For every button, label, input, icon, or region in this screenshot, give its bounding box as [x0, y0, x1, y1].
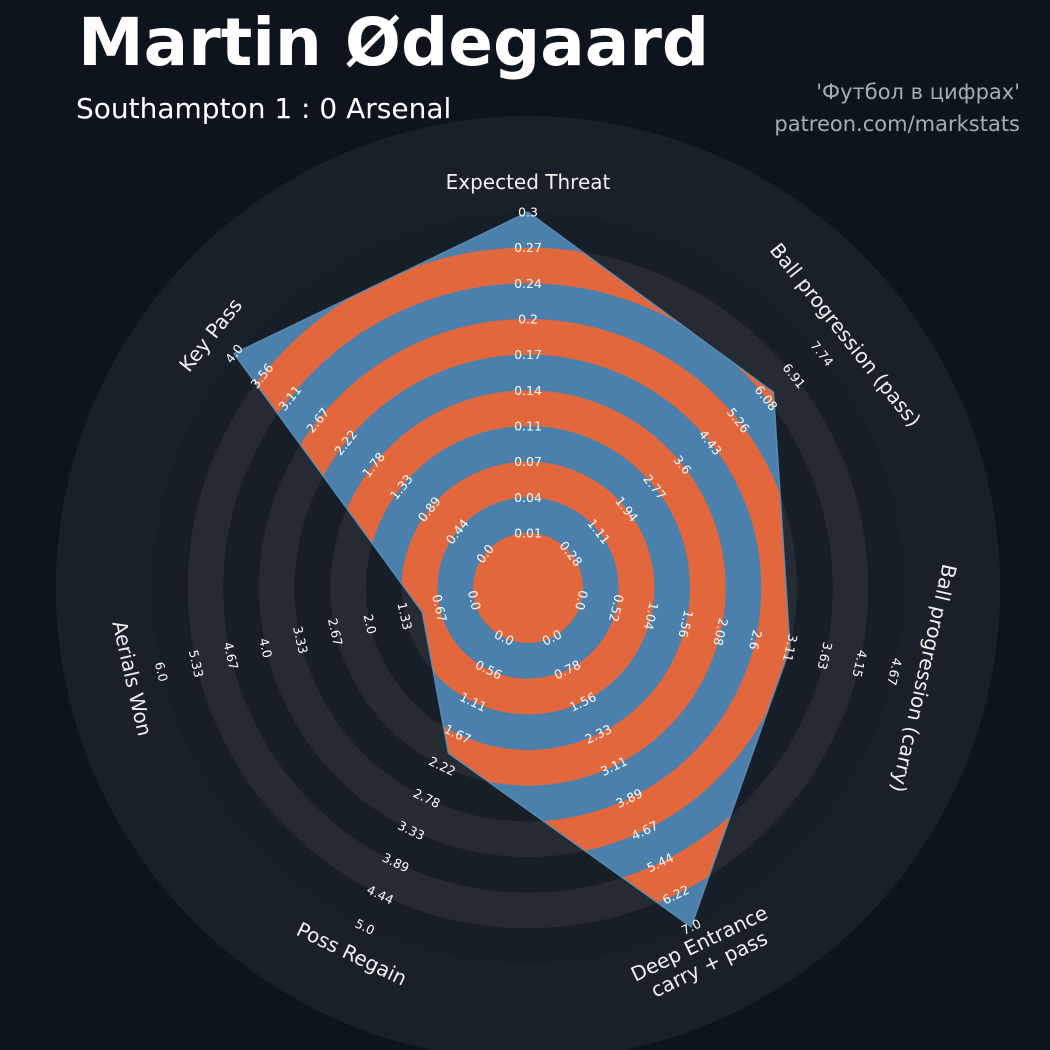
- tick-label: 1.04: [641, 601, 662, 632]
- tick-label: 1.33: [394, 601, 415, 631]
- credit-block: 'Футбол в цифрах' patreon.com/markstats: [774, 76, 1020, 140]
- axis-label: Expected Threat: [446, 170, 611, 194]
- tick-label: 4.0: [256, 637, 275, 660]
- tick-label: 0.67: [429, 593, 450, 623]
- tick-label: 0.17: [514, 347, 542, 362]
- radar-polygon: [232, 211, 791, 928]
- tick-label: 0.24: [514, 276, 542, 291]
- tick-label: 0.0: [465, 589, 484, 612]
- page-title: Martin Ødegaard: [78, 4, 710, 81]
- tick-label: 0.3: [518, 205, 538, 220]
- tick-label: 0.04: [514, 490, 542, 505]
- credit-url: patreon.com/markstats: [774, 112, 1020, 136]
- tick-label: 2.6: [746, 629, 765, 652]
- tick-label: 0.07: [514, 454, 542, 469]
- tick-label: 0.0: [572, 589, 591, 612]
- tick-label: 0.14: [514, 383, 542, 398]
- tick-label: 0.27: [514, 240, 542, 255]
- tick-label: 0.11: [514, 419, 542, 434]
- tick-label: 3.33: [290, 625, 311, 655]
- match-score-subtitle: Southampton 1 : 0 Arsenal: [76, 92, 452, 125]
- tick-label: 0.01: [514, 526, 542, 541]
- tick-label: 2.08: [710, 617, 731, 648]
- tick-label: 2.0: [361, 613, 380, 636]
- radar-polygon-edge: [232, 211, 791, 928]
- tick-label: 5.33: [186, 648, 207, 678]
- tick-label: 4.67: [884, 656, 905, 686]
- tick-label: 1.56: [675, 609, 696, 640]
- tick-label: 0.2: [518, 312, 538, 327]
- tick-label: 3.63: [815, 641, 836, 671]
- tick-label: 4.15: [849, 648, 870, 678]
- credit-brand: 'Футбол в цифрах': [816, 80, 1020, 104]
- tick-label: 6.0: [152, 660, 171, 683]
- tick-label: 2.67: [325, 617, 346, 647]
- tick-label: 4.67: [221, 641, 242, 671]
- tick-label: 0.52: [606, 593, 627, 623]
- tick-label: 3.11: [780, 633, 801, 663]
